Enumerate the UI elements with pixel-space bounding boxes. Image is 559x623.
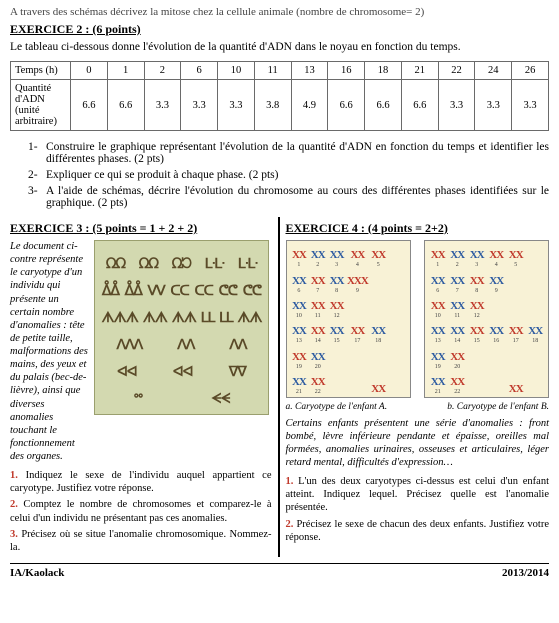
adn-table: Temps (h) 0 1 2 6 10 11 13 16 18 21 22 2… (10, 61, 549, 131)
list-item: 3. Précisez où se situe l'anomalie chrom… (10, 528, 272, 554)
table-row: Quantité d'ADN (unité arbitraire) 6.6 6.… (11, 80, 549, 131)
caption-a: a. Caryotype de l'enfant A. (286, 402, 388, 412)
list-item: 3-A l'aide de schémas, décrire l'évoluti… (28, 185, 549, 209)
list-item: 2. Comptez le nombre de chromosomes et c… (10, 498, 272, 524)
exercice3-sidenote: Le document ci-contre représente le cary… (10, 240, 88, 463)
exercice4-questions: 1. L'un des deux caryotypes ci-dessus es… (286, 475, 550, 545)
top-cut-line: A travers des schémas décrivez la mitose… (10, 6, 549, 18)
table-row: Temps (h) 0 1 2 6 10 11 13 16 18 21 22 2… (11, 62, 549, 80)
karyotype-b: XX1 XX2 XX3 XX4 XX5 XX6 XX7 XX8 XX9 XX10… (424, 240, 549, 398)
exercice4-title: EXERCICE 4 : (4 points = 2+2) (286, 221, 550, 236)
karyotype-image-ex3: ᘯᘯᘯᘯᘯᘰᒷᒷᒷᒷ ᐂᐂᐂᐂᐯᐯᑕᑕᑕᑕᕦᕦᕦᕦ ᗑᗑᗑᗑᗑᗑᗑᒪᒪᒪᒪᗑᗑ … (94, 240, 269, 415)
exercice4-italic-text: Certains enfants présentent une série d'… (286, 417, 550, 470)
karyotype-a: XX1 XX2 XX3 XX4 XX5 XX6 XX7 XX8 XXX9 XX1… (286, 240, 411, 398)
exercice2-intro: Le tableau ci-dessous donne l'évolution … (10, 41, 549, 53)
footer-left: IA/Kaolack (10, 567, 64, 579)
exercice2-title: EXERCICE 2 : (6 points) (10, 22, 549, 37)
row-header-adn: Quantité d'ADN (unité arbitraire) (11, 80, 71, 131)
footer: IA/Kaolack 2013/2014 (10, 563, 549, 579)
list-item: 1. Indiquez le sexe de l'individu auquel… (10, 469, 272, 495)
exercice3-column: EXERCICE 3 : (5 points = 1 + 2 + 2) Le d… (10, 217, 280, 557)
list-item: 2. Précisez le sexe de chacun des deux e… (286, 518, 550, 544)
list-item: 1. L'un des deux caryotypes ci-dessus es… (286, 475, 550, 514)
row-header-time: Temps (h) (11, 62, 71, 80)
list-item: 1-Construire le graphique représentant l… (28, 141, 549, 165)
exercice3-questions: 1. Indiquez le sexe de l'individu auquel… (10, 469, 272, 554)
exercice3-title: EXERCICE 3 : (5 points = 1 + 2 + 2) (10, 221, 272, 236)
caption-b: b. Caryotype de l'enfant B. (447, 402, 549, 412)
exercice4-column: EXERCICE 4 : (4 points = 2+2) XX1 XX2 XX… (280, 217, 550, 557)
footer-right: 2013/2014 (502, 567, 549, 579)
list-item: 2-Expliquer ce qui se produit à chaque p… (28, 169, 549, 181)
exercice2-tasks: 1-Construire le graphique représentant l… (28, 141, 549, 209)
